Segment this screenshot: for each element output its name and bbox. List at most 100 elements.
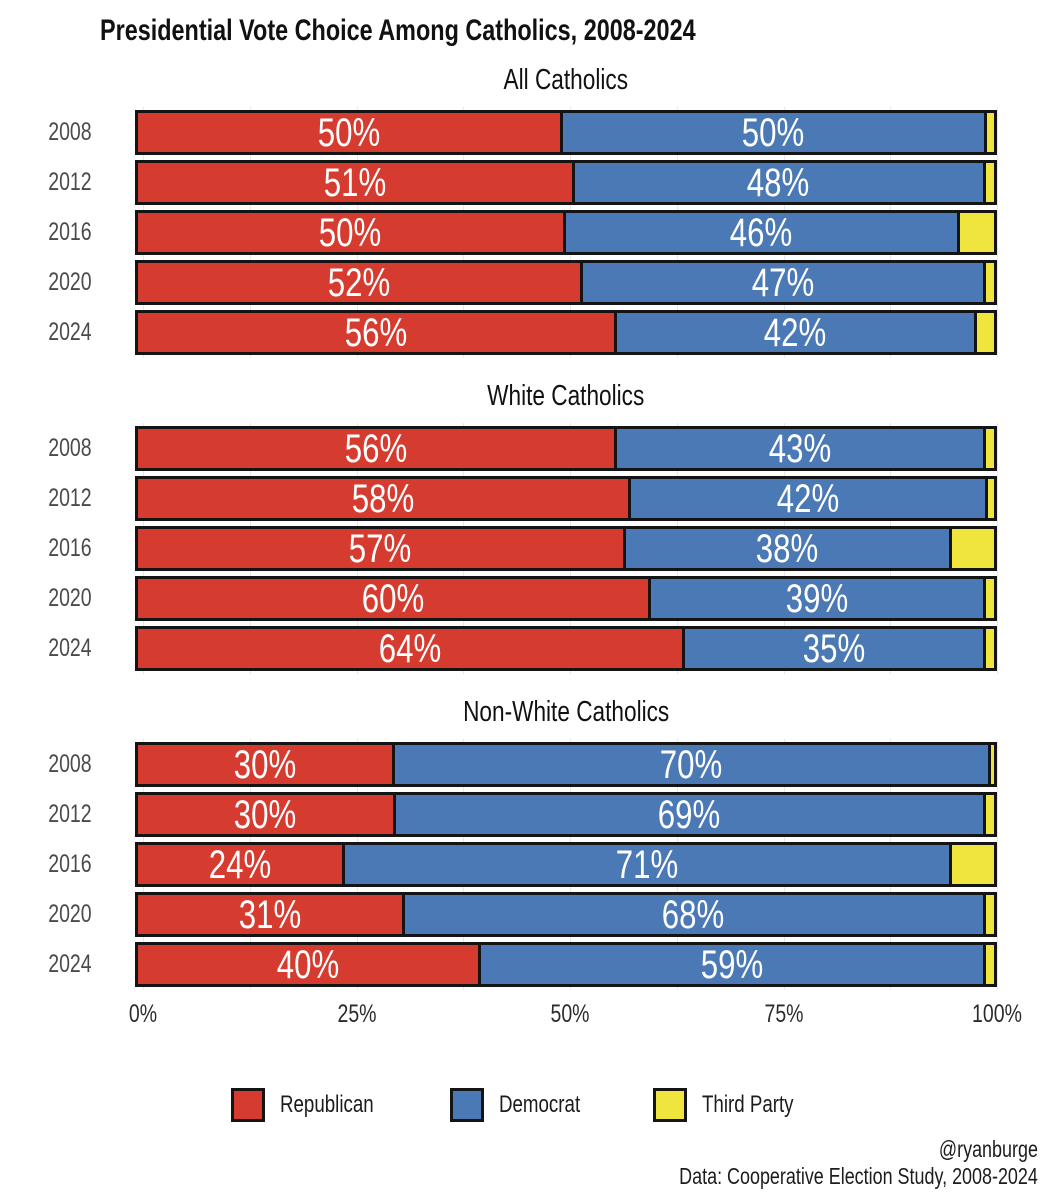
bar-row-2020: 2020 52% 47% bbox=[0, 260, 1050, 305]
author-handle: @ryanburge bbox=[939, 1136, 1038, 1162]
segment-value-label: 60% bbox=[361, 579, 425, 618]
segment-value-label: 51% bbox=[323, 163, 386, 202]
data-source: Data: Cooperative Election Study, 2008-2… bbox=[679, 1163, 1038, 1190]
republican-segment: 58% bbox=[138, 479, 628, 518]
x-tick-0: 0% bbox=[128, 1000, 158, 1028]
third-party-segment bbox=[957, 213, 994, 252]
bar-row-2020: 2020 31% 68% bbox=[0, 892, 1050, 937]
democrat-segment: 43% bbox=[614, 429, 983, 468]
third-party-segment bbox=[982, 579, 994, 618]
third-party-segment bbox=[982, 795, 994, 834]
democrat-segment: 47% bbox=[580, 263, 983, 302]
legend: Republican Democrat Third Party bbox=[0, 1088, 1050, 1122]
republican-segment: 24% bbox=[138, 845, 342, 884]
democrat-swatch-icon bbox=[449, 1088, 484, 1122]
legend-item-democrat: Democrat bbox=[449, 1088, 603, 1122]
segment-value-label: 58% bbox=[351, 479, 415, 518]
panel-rows: 2008 30% 70% 2012 30% 69% 2016 24% 71% 2020 31% 68%… bbox=[0, 739, 1050, 990]
panel-non-white-catholics: Non-White Catholics 2008 30% 70% 2012 30% 69% 2… bbox=[0, 696, 1050, 990]
republican-segment: 51% bbox=[138, 163, 572, 202]
democrat-segment: 69% bbox=[393, 795, 983, 834]
year-label: 2012 bbox=[48, 484, 92, 512]
panel-title-text: All Catholics bbox=[503, 64, 629, 96]
bar-row-2020: 2020 60% 39% bbox=[0, 576, 1050, 621]
stacked-bar-2008: 30% 70% bbox=[135, 742, 997, 787]
panel-title-non-white-catholics: Non-White Catholics bbox=[135, 696, 997, 729]
stacked-bar-2012: 30% 69% bbox=[135, 792, 997, 837]
stacked-bar-2024: 40% 59% bbox=[135, 942, 997, 987]
panel-rows: 2008 50% 50% 2012 51% 48% 2016 50% 46% 2020 52% 47%… bbox=[0, 107, 1050, 358]
republican-segment: 30% bbox=[138, 745, 392, 784]
democrat-segment: 35% bbox=[682, 629, 983, 668]
segment-value-label: 50% bbox=[742, 113, 805, 152]
year-label: 2020 bbox=[48, 900, 92, 928]
year-label: 2016 bbox=[48, 850, 92, 878]
year-label: 2012 bbox=[48, 168, 92, 196]
year-label: 2020 bbox=[48, 268, 92, 296]
panel-rows: 2008 56% 43% 2012 58% 42% 2016 57% 38% 2020 60% 39%… bbox=[0, 423, 1050, 674]
third-party-segment bbox=[982, 163, 994, 202]
segment-value-label: 46% bbox=[730, 213, 793, 252]
stacked-bar-2012: 58% 42% bbox=[135, 476, 997, 521]
segment-value-label: 24% bbox=[208, 845, 272, 884]
stacked-bar-2024: 64% 35% bbox=[135, 626, 997, 671]
segment-value-label: 64% bbox=[378, 629, 442, 668]
republican-segment: 40% bbox=[138, 945, 478, 984]
stacked-bar-2020: 31% 68% bbox=[135, 892, 997, 937]
democrat-segment: 38% bbox=[622, 529, 949, 568]
third-party-segment bbox=[982, 895, 994, 934]
bar-row-2016: 2016 57% 38% bbox=[0, 526, 1050, 571]
chart-title-text: Presidential Vote Choice Among Catholics… bbox=[100, 14, 696, 47]
panel-title-all-catholics: All Catholics bbox=[135, 64, 997, 97]
third-party-segment bbox=[948, 845, 994, 884]
republican-segment: 30% bbox=[138, 795, 393, 834]
segment-value-label: 59% bbox=[700, 945, 763, 984]
legend-item-third-party: Third Party bbox=[652, 1088, 819, 1122]
democrat-segment: 70% bbox=[391, 745, 988, 784]
segment-value-label: 50% bbox=[317, 113, 381, 152]
stacked-bar-2008: 50% 50% bbox=[135, 110, 997, 155]
year-label: 2008 bbox=[48, 434, 92, 462]
segment-value-label: 31% bbox=[238, 895, 301, 934]
segment-value-label: 40% bbox=[276, 945, 340, 984]
segment-value-label: 42% bbox=[776, 479, 840, 518]
x-tick-100: 100% bbox=[972, 1000, 1022, 1028]
republican-segment: 52% bbox=[138, 263, 580, 302]
third-party-segment bbox=[948, 529, 994, 568]
bar-row-2024: 2024 40% 59% bbox=[0, 942, 1050, 987]
democrat-segment: 46% bbox=[563, 213, 957, 252]
republican-segment: 60% bbox=[138, 579, 648, 618]
legend-label-democrat: Democrat bbox=[498, 1091, 580, 1118]
republican-segment: 50% bbox=[138, 213, 563, 252]
segment-value-label: 39% bbox=[785, 579, 848, 618]
legend-label-republican: Republican bbox=[279, 1091, 374, 1118]
stacked-bar-2016: 50% 46% bbox=[135, 210, 997, 255]
year-label: 2008 bbox=[48, 118, 92, 146]
democrat-segment: 39% bbox=[648, 579, 983, 618]
bar-row-2024: 2024 56% 42% bbox=[0, 310, 1050, 355]
segment-value-label: 56% bbox=[344, 313, 408, 352]
segment-value-label: 43% bbox=[768, 429, 831, 468]
panel-all-catholics: All Catholics 2008 50% 50% 2012 51% 48% 2016 50%… bbox=[0, 64, 1050, 358]
third-party-swatch-icon bbox=[652, 1088, 687, 1122]
segment-value-label: 68% bbox=[662, 895, 725, 934]
year-label: 2008 bbox=[48, 750, 92, 778]
segment-value-label: 56% bbox=[344, 429, 408, 468]
segment-value-label: 47% bbox=[751, 263, 814, 302]
year-label: 2016 bbox=[48, 534, 92, 562]
democrat-segment: 48% bbox=[571, 163, 983, 202]
segment-value-label: 71% bbox=[615, 845, 678, 884]
third-party-segment bbox=[982, 945, 994, 984]
stacked-bar-2020: 60% 39% bbox=[135, 576, 997, 621]
stacked-bar-2008: 56% 43% bbox=[135, 426, 997, 471]
stacked-bar-2020: 52% 47% bbox=[135, 260, 997, 305]
segment-value-label: 42% bbox=[764, 313, 827, 352]
bar-row-2012: 2012 58% 42% bbox=[0, 476, 1050, 521]
legend-item-republican: Republican bbox=[230, 1088, 400, 1122]
democrat-segment: 42% bbox=[614, 313, 974, 352]
attribution-footer: @ryanburge Data: Cooperative Election St… bbox=[0, 1136, 1050, 1190]
third-party-segment bbox=[982, 263, 994, 302]
year-label: 2020 bbox=[48, 584, 92, 612]
segment-value-label: 57% bbox=[349, 529, 412, 568]
panel-white-catholics: White Catholics 2008 56% 43% 2012 58% 42% 2016 5… bbox=[0, 380, 1050, 674]
